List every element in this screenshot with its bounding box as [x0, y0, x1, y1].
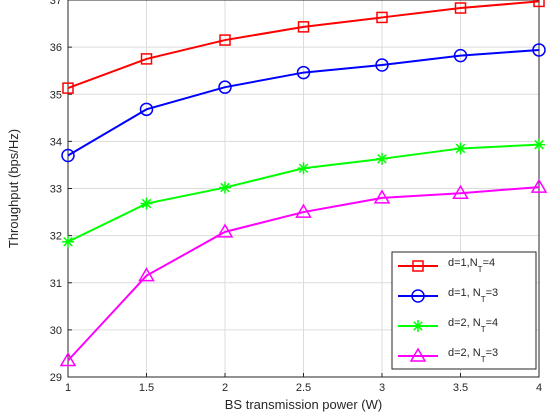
series-line — [67, 186, 540, 362]
legend-item: d=2, NT=3 — [398, 347, 498, 364]
legend-label: d=1,NT=4 — [448, 257, 495, 274]
legend-marker — [409, 347, 427, 362]
x-tick-label: 3 — [379, 382, 385, 394]
data-point-marker — [452, 184, 469, 199]
data-point-marker — [139, 102, 154, 117]
legend-item: d=1,NT=4 — [398, 257, 495, 274]
asterisk-stroke — [455, 143, 466, 154]
data-point-marker — [533, 0, 545, 8]
series-3 — [62, 138, 545, 248]
y-tick-label: 35 — [50, 89, 62, 101]
asterisk-stroke — [220, 182, 230, 193]
data-point-marker — [297, 162, 310, 175]
data-point-marker — [295, 203, 312, 218]
data-point-marker — [375, 58, 389, 72]
x-tick-label: 2 — [222, 382, 228, 394]
data-point-marker — [62, 235, 74, 248]
x-tick-label: 3.5 — [453, 382, 468, 394]
x-axis-label: BS transmission power (W) — [225, 397, 382, 412]
data-point-marker — [219, 181, 231, 194]
data-point-marker — [219, 34, 231, 46]
data-point-marker — [530, 178, 548, 193]
data-point-marker — [297, 21, 310, 33]
data-point-marker — [59, 352, 77, 367]
y-tick-label: 34 — [50, 136, 62, 148]
data-point-marker — [61, 148, 75, 163]
data-point-marker — [216, 223, 234, 238]
data-point-marker — [140, 197, 153, 210]
legend-marker — [412, 260, 424, 272]
data-point-marker — [296, 65, 311, 80]
data-point-marker — [454, 2, 467, 14]
legend-label: d=1, NT=3 — [448, 287, 498, 304]
data-point-marker — [62, 82, 74, 94]
data-point-marker — [376, 11, 388, 24]
y-tick-label: 37 — [50, 0, 62, 7]
legend-label: d=2, NT=4 — [448, 317, 498, 334]
data-point-marker — [376, 152, 388, 165]
x-tick-labels: 1 1.5 2 2.5 3 3.5 4 — [65, 382, 542, 394]
series-line — [67, 0, 540, 90]
data-point-marker — [373, 189, 391, 204]
y-tick-label: 33 — [50, 184, 62, 196]
asterisk-stroke — [141, 198, 152, 209]
y-tick-label: 30 — [50, 325, 62, 337]
data-point-marker — [138, 267, 155, 282]
series-1 — [62, 0, 545, 94]
legend: d=1,NT=4 d=1, NT=3 d=2, NT=4 d=2, NT=3 — [391, 251, 537, 370]
y-tick-label: 32 — [50, 231, 62, 243]
legend-item: d=2, NT=4 — [398, 317, 498, 334]
data-point-marker — [454, 142, 467, 155]
series-line — [67, 48, 540, 157]
data-point-marker — [533, 138, 545, 151]
x-tick-label: 1.5 — [139, 382, 154, 394]
asterisk-stroke — [298, 163, 309, 174]
legend-marker — [412, 320, 424, 332]
data-point-marker — [218, 80, 232, 94]
x-tick-label: 4 — [536, 382, 542, 394]
y-tick-labels: 29 30 31 32 33 34 35 36 37 — [50, 0, 62, 384]
series-2 — [61, 43, 546, 163]
y-axis-label: Throughput (bps/Hz) — [6, 129, 21, 248]
data-point-marker — [453, 48, 468, 63]
data-point-marker — [532, 43, 546, 57]
series-4 — [59, 178, 548, 367]
x-tick-label: 1 — [65, 382, 71, 394]
series-group — [59, 0, 548, 367]
x-tick-label: 2.5 — [296, 382, 311, 394]
plot-frame — [67, 0, 540, 378]
data-point-marker — [140, 53, 153, 65]
asterisk-stroke — [413, 321, 423, 331]
asterisk-stroke — [377, 154, 387, 164]
y-tick-label: 29 — [50, 372, 62, 384]
legend-item: d=1, NT=3 — [398, 287, 498, 304]
y-tick-label: 31 — [50, 278, 62, 290]
asterisk-stroke — [534, 139, 544, 150]
legend-label: d=2, NT=3 — [448, 347, 498, 364]
y-tick-label: 36 — [50, 42, 62, 54]
asterisk-stroke — [63, 236, 73, 247]
legend-marker — [411, 289, 425, 303]
